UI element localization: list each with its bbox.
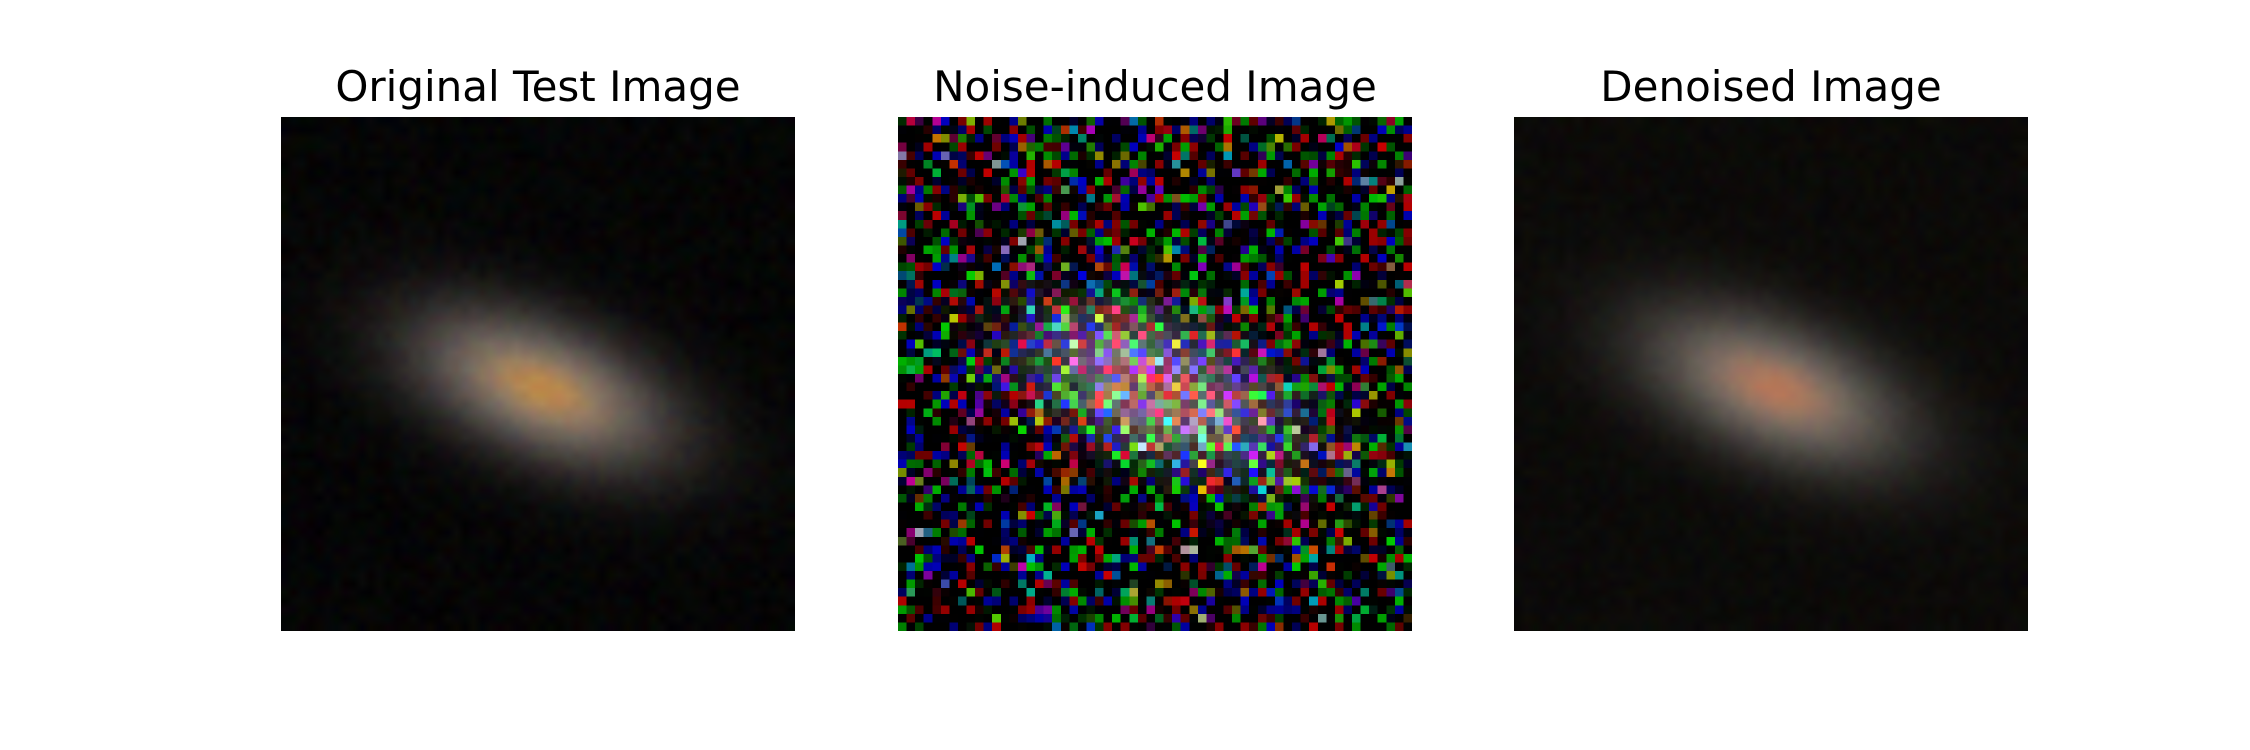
panel-title: Denoised Image — [1600, 62, 1942, 111]
denoised-galaxy-image — [1514, 117, 2028, 631]
noisy-galaxy-image — [898, 117, 1412, 631]
panel-title: Original Test Image — [335, 62, 741, 111]
original-galaxy-image — [281, 117, 795, 631]
panel-title: Noise-induced Image — [933, 62, 1377, 111]
